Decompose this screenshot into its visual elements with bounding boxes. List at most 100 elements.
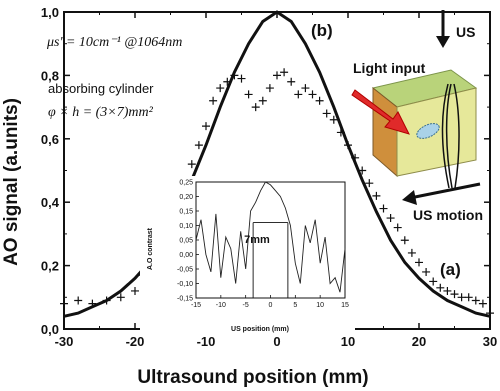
inset-width-annotation: 7mm bbox=[244, 234, 270, 246]
y-tick-label: 0,6 bbox=[41, 132, 59, 147]
inset-x-tick-label: 5 bbox=[293, 302, 297, 309]
data-point-cross bbox=[308, 90, 317, 99]
data-point-cross bbox=[216, 84, 225, 93]
data-point-cross bbox=[379, 204, 388, 213]
cylinder-annotation-line1: absorbing cylinder bbox=[48, 81, 154, 96]
data-point-cross bbox=[429, 277, 438, 286]
scattering-annotation: μs' = 10cm⁻¹ @1064nm bbox=[46, 35, 182, 50]
x-tick-label: 10 bbox=[341, 334, 355, 349]
inset-x-tick-label: -15 bbox=[191, 302, 201, 309]
data-point-cross bbox=[358, 166, 367, 175]
setup-diagram: US Light input US motion bbox=[351, 10, 483, 223]
data-point-cross bbox=[251, 103, 260, 112]
inset-y-tick-label: -0,15 bbox=[177, 296, 193, 303]
inset-y-tick-label: -0,10 bbox=[177, 281, 193, 288]
x-tick-label: 30 bbox=[483, 334, 497, 349]
data-point-cross bbox=[322, 109, 331, 118]
main-data-layer bbox=[60, 10, 494, 318]
data-point-cross bbox=[237, 74, 246, 83]
data-point-cross bbox=[336, 128, 345, 137]
data-point-cross bbox=[88, 299, 97, 308]
us-arrowhead-icon bbox=[436, 36, 450, 48]
data-point-cross bbox=[202, 122, 210, 131]
y-tick-label: 1,0 bbox=[41, 5, 59, 20]
x-tick-label: -30 bbox=[55, 334, 74, 349]
x-axis-title: Ultrasound position (mm) bbox=[137, 367, 368, 388]
data-point-cross bbox=[301, 84, 310, 93]
data-point-cross bbox=[223, 77, 232, 86]
data-point-cross bbox=[315, 96, 324, 105]
us-motion-label: US motion bbox=[413, 207, 483, 223]
y-axis-title: AO signal (a.units) bbox=[1, 98, 22, 266]
data-point-cross bbox=[478, 299, 487, 308]
data-point-cross bbox=[116, 293, 125, 302]
data-point-cross bbox=[400, 236, 409, 245]
cylinder-annotation-line2: φ × h = (3×7)mm² bbox=[48, 105, 154, 120]
us-motion-arrowhead-icon bbox=[402, 190, 417, 205]
panel-label-b: (b) bbox=[311, 21, 333, 40]
inset-background bbox=[140, 176, 355, 336]
data-point-cross bbox=[393, 223, 402, 232]
data-point-cross bbox=[74, 296, 83, 305]
data-point-cross bbox=[244, 90, 253, 99]
inset-contrast-line bbox=[195, 181, 346, 293]
data-point-cross bbox=[415, 258, 423, 267]
x-tick-label: -20 bbox=[126, 334, 145, 349]
y-tick-label: 0,2 bbox=[41, 259, 59, 274]
data-point-cross bbox=[344, 141, 352, 150]
data-point-cross bbox=[273, 71, 281, 80]
fit-curve-line bbox=[63, 10, 491, 318]
us-focus-lines-icon bbox=[441, 83, 460, 189]
inset-y-tick-label: 0,20 bbox=[179, 194, 193, 201]
data-point-cross bbox=[265, 84, 274, 93]
data-point-cross bbox=[230, 71, 239, 80]
x-tick-label: 20 bbox=[412, 334, 426, 349]
light-input-label: Light input bbox=[353, 60, 426, 76]
data-point-cross bbox=[351, 153, 360, 162]
data-point-cross bbox=[294, 90, 303, 99]
data-point-cross bbox=[258, 96, 267, 105]
inset-y-tick-label: 0,15 bbox=[179, 209, 193, 216]
inset-y-tick-label: 0,00 bbox=[179, 252, 193, 259]
main-tick-labels: -30 -20 -10 0 10 20 30 0,0 0,2 0,4 0,6 0,8 1,0 bbox=[41, 5, 497, 349]
data-point-cross bbox=[372, 191, 381, 200]
us-label: US bbox=[456, 24, 475, 40]
inset-y-title: A.O contrast bbox=[147, 227, 154, 270]
data-point-cross bbox=[102, 296, 111, 305]
x-tick-label: -10 bbox=[197, 334, 216, 349]
data-point-cross bbox=[329, 115, 338, 124]
light-input-arrow-icon bbox=[351, 89, 410, 135]
data-point-cross bbox=[464, 293, 473, 302]
data-point-cross bbox=[287, 77, 296, 86]
inset-x-tick-label: 0 bbox=[269, 302, 273, 309]
y-tick-label: 0,0 bbox=[41, 322, 59, 337]
us-motion-arrow-icon bbox=[409, 182, 481, 200]
data-point-cross bbox=[365, 179, 374, 188]
y-tick-label: 0,4 bbox=[41, 195, 60, 210]
inset-x-tick-label: -5 bbox=[243, 302, 249, 309]
data-point-cross bbox=[386, 214, 395, 223]
inset-data-layer bbox=[195, 181, 346, 298]
data-point-cross bbox=[436, 283, 445, 292]
inset-y-tick-label: 0,25 bbox=[179, 180, 193, 187]
data-point-cross bbox=[450, 290, 459, 299]
data-point-cross bbox=[187, 160, 196, 169]
panel-label-a: (a) bbox=[440, 260, 461, 279]
data-point-cross bbox=[443, 286, 452, 295]
data-point-cross bbox=[471, 296, 480, 305]
inset-y-tick-label: 0,10 bbox=[179, 223, 193, 230]
inset-y-tick-label: 0,05 bbox=[179, 238, 193, 245]
inset-y-tick-label: -0,05 bbox=[177, 267, 193, 274]
absorbing-cylinder-icon bbox=[416, 123, 440, 139]
inset-x-tick-label: -10 bbox=[216, 302, 226, 309]
inset-x-tick-label: 15 bbox=[341, 302, 349, 309]
x-tick-label: 0 bbox=[273, 334, 280, 349]
inset-tick-labels: -15 -10 -5 0 5 10 15 0,25 0,20 0,15 0,10 0,05 0,00 -0… bbox=[177, 180, 349, 310]
data-point-cross bbox=[60, 299, 68, 308]
data-point-cross bbox=[131, 286, 139, 295]
data-point-cross bbox=[194, 141, 203, 150]
data-point-cross bbox=[457, 293, 466, 302]
data-point-cross bbox=[486, 309, 494, 318]
inset-plot: -15 -10 -5 0 5 10 15 0,25 0,20 0,15 0,10 0,05 0,00 -0… bbox=[140, 176, 355, 336]
